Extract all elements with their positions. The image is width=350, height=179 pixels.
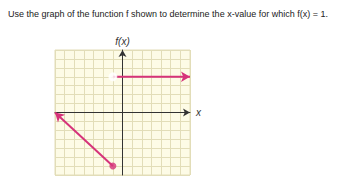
svg-text:f(x): f(x): [115, 36, 129, 47]
svg-text:x: x: [195, 107, 202, 118]
svg-text:Use the graph of the function: Use the graph of the function f shown to…: [8, 9, 328, 19]
